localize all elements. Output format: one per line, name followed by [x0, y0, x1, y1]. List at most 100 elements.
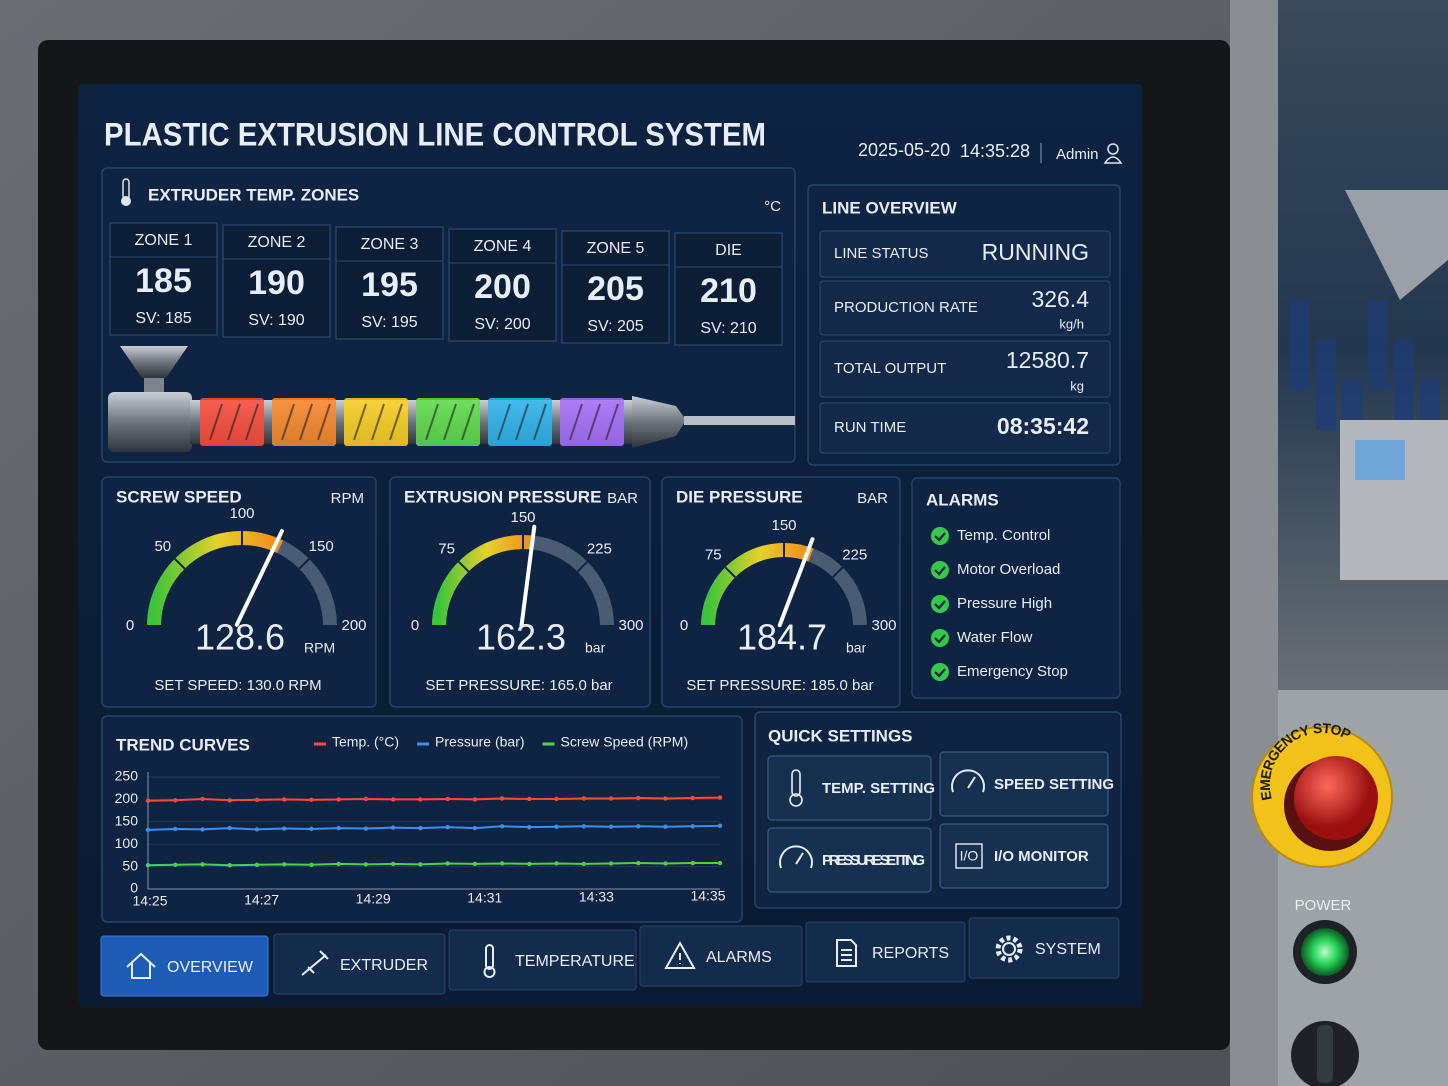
quick-setting-button[interactable] [939, 751, 1109, 817]
trend-line [147, 824, 721, 831]
gauge-panel [661, 476, 901, 708]
die [632, 396, 686, 448]
trend-point [581, 796, 587, 801]
user-icon [1107, 143, 1119, 155]
trend-line [147, 796, 721, 802]
nav-button[interactable] [448, 929, 637, 991]
zone-box [109, 222, 218, 336]
nav-button[interactable] [968, 917, 1120, 979]
screw-flight [389, 403, 403, 441]
trend-point [145, 798, 151, 803]
trend-point [390, 861, 396, 867]
panel-title: QUICK SETTINGS [768, 726, 913, 745]
quick-setting-button[interactable] [767, 755, 932, 821]
cabinet-edge [1230, 0, 1278, 1086]
trend-point [581, 824, 587, 829]
row-value: RUNNING [982, 239, 1089, 265]
gauge-needle [519, 524, 537, 628]
trend-point [663, 824, 668, 829]
zone-box [222, 224, 331, 338]
trend-point [254, 797, 260, 803]
screw-flight [353, 403, 367, 441]
check-mark [934, 600, 946, 610]
gauge-tick-label: 75 [438, 541, 455, 558]
gauge-value-arc [147, 531, 284, 627]
trend-point [254, 862, 260, 868]
trend-point [690, 795, 695, 801]
trend-point [173, 798, 178, 803]
zone-name: ZONE 2 [248, 234, 306, 251]
row-value: 326.4 [1031, 286, 1089, 312]
nav-label: OVERVIEW [167, 959, 254, 976]
overview-row [819, 280, 1111, 336]
gauge-title: DIE PRESSURE [676, 487, 803, 506]
screw-flight [533, 403, 547, 441]
x-tick-label: 14:25 [132, 893, 167, 909]
y-tick-label: 150 [115, 813, 139, 829]
motor-block [108, 392, 192, 452]
zone-name: ZONE 3 [361, 236, 419, 253]
gauge-tick [576, 560, 589, 573]
quick-setting-label: SPEED SETTING [994, 776, 1114, 793]
trend-point [418, 797, 423, 802]
trend-point [527, 824, 532, 830]
zone-value: 210 [700, 272, 757, 310]
row-label: TOTAL OUTPUT [834, 360, 946, 377]
check-mark [934, 566, 946, 576]
panel-title: LINE OVERVIEW [822, 198, 958, 217]
gauge-icon [967, 776, 976, 789]
user-name: Admin [1056, 146, 1099, 163]
alarm-item: Pressure High [957, 595, 1052, 612]
trend-point [608, 796, 614, 801]
alarms-panel [911, 477, 1121, 699]
nav-button[interactable] [273, 933, 446, 995]
user-icon [1103, 156, 1123, 164]
gauge-tick [457, 560, 470, 573]
trend-point [309, 862, 314, 868]
row-label: PRODUCTION RATE [834, 299, 978, 316]
trend-point [145, 827, 151, 833]
nav-button[interactable] [639, 925, 803, 987]
trend-point [254, 827, 260, 832]
quick-setting-button[interactable] [939, 823, 1109, 889]
zone-value: 205 [587, 270, 644, 308]
row-label: RUN TIME [834, 419, 906, 436]
machine-shape [1290, 300, 1310, 390]
screw-flight [605, 403, 619, 441]
selector-knob-grip [1317, 1025, 1333, 1083]
zone-value: 195 [361, 266, 418, 304]
thermometer-icon [121, 196, 131, 206]
nav-icon [126, 952, 156, 979]
trend-point [145, 863, 151, 868]
trend-point [336, 825, 341, 831]
io-icon-box [955, 843, 983, 869]
zone-value: 185 [135, 262, 192, 300]
zone-box [335, 226, 444, 340]
profile-rod [684, 416, 795, 425]
nav-icon [483, 966, 496, 978]
quick-setting-button[interactable] [767, 827, 932, 893]
gauge-needle [234, 529, 284, 627]
gauge-tick-label: 150 [510, 509, 535, 526]
trend-point [418, 825, 423, 831]
gauge-value-unit: RPM [304, 640, 335, 656]
zone-setpoint: SV: 210 [700, 320, 756, 337]
trend-point [281, 826, 287, 831]
trend-point [227, 825, 232, 831]
nav-label: EXTRUDER [340, 957, 428, 974]
nav-label: TEMPERATURE [515, 953, 635, 970]
trend-point [445, 861, 450, 866]
zone-setpoint: SV: 190 [248, 312, 304, 329]
gauge-tick [174, 558, 186, 570]
machine-shape [1368, 300, 1388, 390]
gauge-tick-label: 100 [229, 505, 254, 522]
gauge-setpoint: SET PRESSURE: 165.0 bar [425, 677, 612, 694]
gauge-setpoint: SET PRESSURE: 185.0 bar [686, 677, 873, 694]
y-tick-label: 50 [122, 857, 138, 873]
gauge-icon [951, 769, 985, 793]
row-label: LINE STATUS [834, 245, 928, 262]
date: 2025-05-20 [858, 140, 950, 160]
zone-value: 200 [474, 268, 531, 306]
nav-button[interactable] [100, 935, 269, 997]
trend-point [527, 861, 532, 867]
